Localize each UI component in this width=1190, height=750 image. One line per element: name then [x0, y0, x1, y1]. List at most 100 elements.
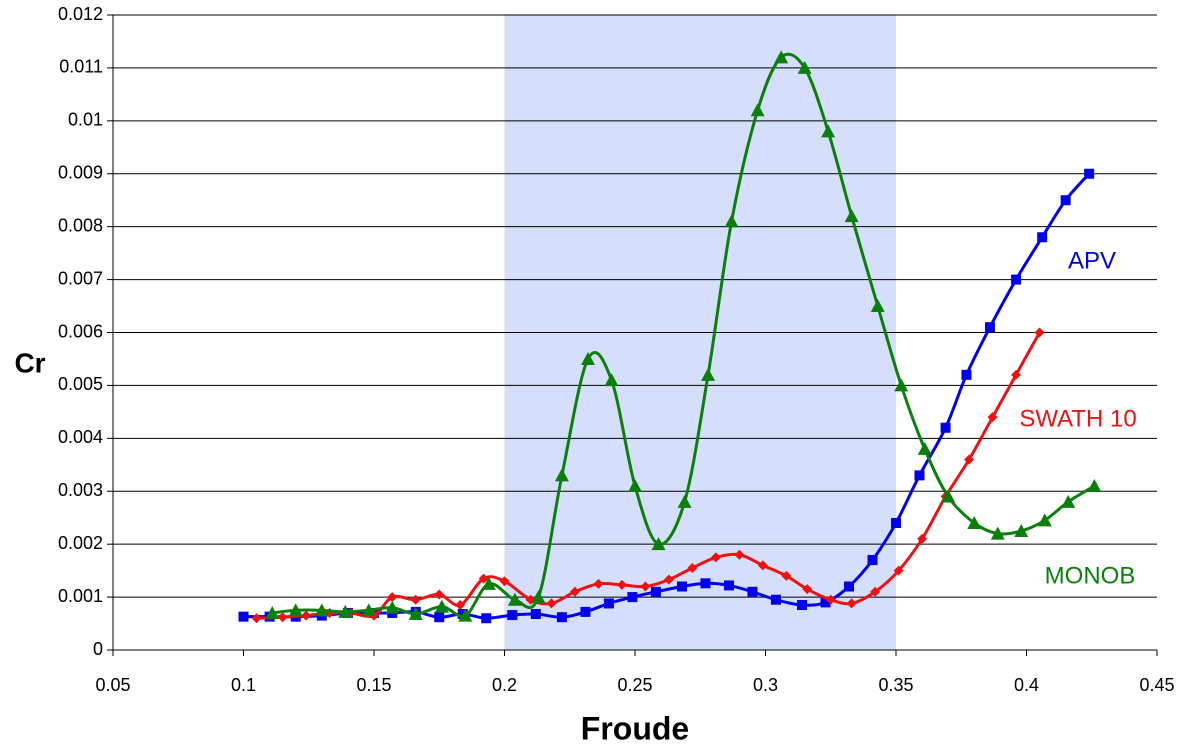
y-tick-label: 0.001 [58, 586, 103, 606]
data-point [481, 576, 496, 590]
y-tick-label: 0.005 [58, 374, 103, 394]
data-point [867, 555, 878, 566]
data-point [481, 613, 492, 624]
data-point [1011, 274, 1022, 285]
data-point [593, 578, 604, 589]
data-point [338, 604, 353, 618]
data-point [265, 605, 280, 619]
data-point [288, 603, 303, 617]
y-tick-label: 0.004 [58, 427, 103, 447]
data-point [385, 600, 400, 614]
data-point [604, 373, 619, 387]
x-tick-label: 0.45 [1139, 675, 1174, 695]
y-tick-label: 0.006 [58, 321, 103, 341]
series-label: APV [1068, 247, 1116, 274]
data-point [820, 597, 831, 608]
data-point [770, 594, 781, 605]
data-point [1014, 523, 1029, 537]
data-point [1037, 513, 1052, 527]
data-point [870, 299, 885, 313]
data-point [961, 369, 972, 380]
y-tick-label: 0.01 [68, 110, 103, 130]
data-point [569, 586, 580, 597]
data-point [941, 489, 956, 503]
data-point [1084, 168, 1095, 179]
data-point [797, 600, 808, 611]
y-tick-label: 0.009 [58, 163, 103, 183]
y-tick-label: 0.008 [58, 215, 103, 235]
data-point [1034, 327, 1045, 338]
data-point [434, 589, 445, 600]
data-point [700, 578, 711, 589]
data-point [825, 594, 836, 605]
y-tick-label: 0.003 [58, 480, 103, 500]
data-point [387, 592, 398, 603]
x-tick-label: 0.05 [95, 675, 130, 695]
x-axis-title: Froude [581, 710, 689, 746]
data-point [546, 598, 557, 609]
data-point [603, 598, 614, 609]
data-point [628, 478, 642, 492]
data-point [750, 103, 765, 117]
data-point [940, 422, 951, 433]
data-point [734, 549, 745, 560]
data-point [531, 590, 546, 604]
data-point [478, 573, 489, 584]
data-point [894, 378, 909, 392]
data-point [917, 441, 932, 455]
data-point [507, 610, 518, 621]
data-point [774, 50, 789, 64]
data-point [676, 581, 687, 592]
data-point [870, 586, 881, 597]
data-point [781, 570, 792, 581]
data-point [1037, 232, 1048, 243]
data-point [917, 533, 928, 544]
data-point [846, 598, 857, 609]
data-point [556, 612, 567, 623]
data-point [677, 494, 692, 508]
x-tick-label: 0.4 [1014, 675, 1039, 695]
data-point [434, 599, 449, 613]
data-point [580, 606, 591, 617]
data-point [701, 367, 716, 381]
data-point [627, 592, 638, 603]
x-tick-label: 0.25 [617, 675, 652, 695]
data-point [314, 603, 329, 617]
data-point [434, 612, 445, 623]
data-point [757, 560, 768, 571]
data-point [530, 609, 541, 620]
data-point [984, 322, 995, 333]
data-point [1087, 478, 1102, 492]
data-point [723, 580, 734, 591]
data-point [710, 552, 721, 563]
data-point [410, 594, 421, 605]
y-axis-title: Cr [14, 347, 45, 378]
data-point [507, 592, 522, 606]
data-point [581, 351, 596, 365]
data-point [687, 562, 698, 573]
x-tick-label: 0.3 [753, 675, 778, 695]
data-point [238, 611, 249, 622]
data-point [616, 579, 627, 590]
data-point [301, 610, 312, 621]
data-point [408, 607, 423, 621]
data-point [891, 518, 901, 528]
x-tick-label: 0.35 [878, 675, 913, 695]
data-point [251, 613, 262, 624]
data-point [1060, 195, 1071, 206]
y-tick-label: 0.012 [58, 4, 103, 24]
data-point [651, 537, 666, 551]
y-tick-label: 0 [93, 639, 103, 659]
data-point [455, 600, 466, 611]
data-point [499, 576, 510, 587]
data-point [747, 586, 758, 597]
data-point [277, 612, 288, 623]
y-tick-label: 0.007 [58, 268, 103, 288]
y-tick-label: 0.011 [59, 57, 103, 77]
data-point [844, 581, 855, 592]
x-tick-label: 0.15 [356, 675, 391, 695]
data-point [1011, 369, 1022, 380]
data-point [964, 454, 975, 465]
data-point [967, 516, 982, 529]
